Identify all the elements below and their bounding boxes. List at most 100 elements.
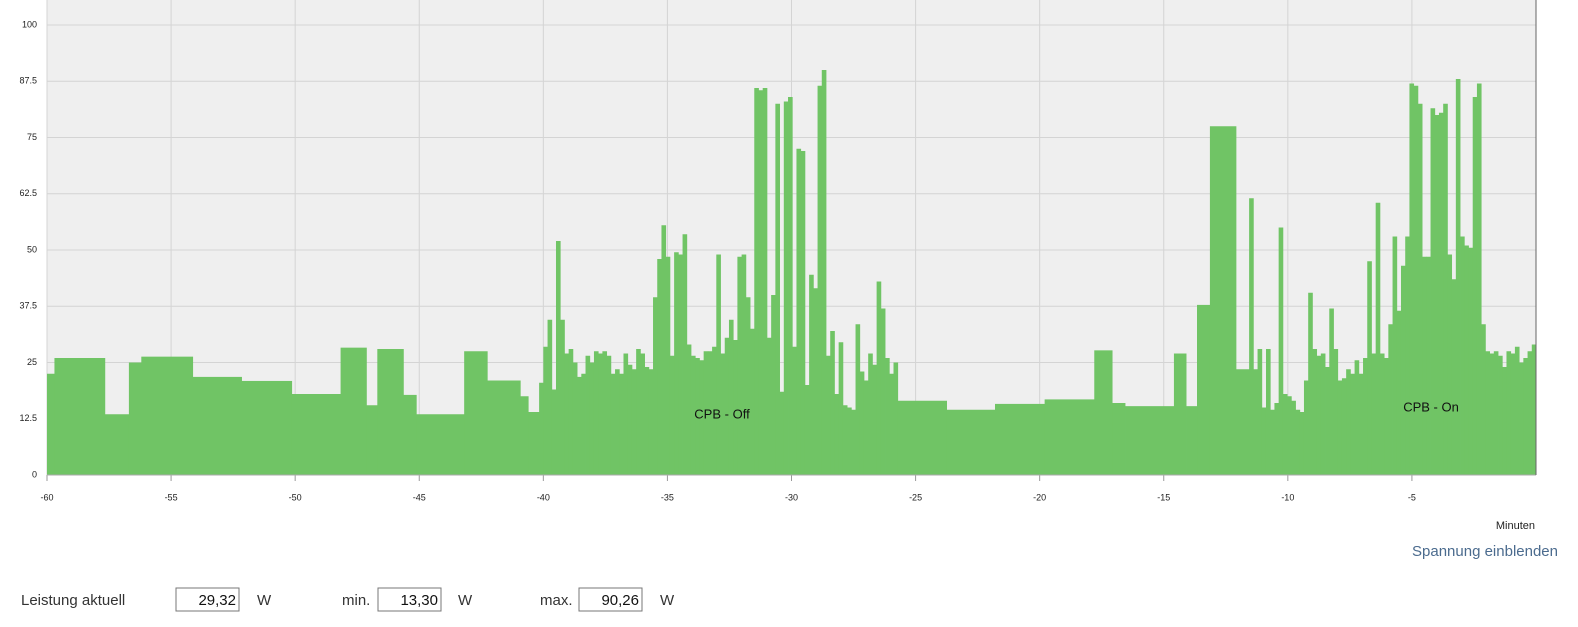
x-tick-label: -60	[40, 492, 53, 502]
bar	[602, 351, 608, 475]
x-tick-label: -45	[413, 492, 426, 502]
bar	[1371, 353, 1377, 475]
field-box	[578, 587, 643, 612]
y-tick-label: 87.5	[19, 76, 37, 86]
bar	[1375, 202, 1381, 475]
bar	[1519, 362, 1524, 475]
bar	[1274, 403, 1280, 475]
bar	[128, 362, 142, 475]
bar	[1430, 108, 1436, 475]
bar	[543, 346, 548, 475]
bar	[627, 364, 633, 475]
bar	[1329, 308, 1334, 475]
bar	[1125, 406, 1175, 475]
annotation: CPB - On	[1403, 399, 1459, 414]
bar	[1346, 369, 1351, 475]
bar	[1282, 394, 1288, 475]
bar	[291, 394, 341, 475]
bar	[1498, 355, 1503, 475]
bar	[1261, 407, 1267, 475]
bar	[674, 252, 679, 475]
bar	[1476, 83, 1482, 475]
bar	[809, 274, 814, 475]
bar	[804, 385, 810, 475]
bar	[745, 297, 751, 475]
bar	[555, 241, 561, 475]
bar	[690, 355, 696, 475]
y-tick-label: 75	[27, 132, 37, 142]
bar	[695, 358, 700, 475]
bar	[1291, 400, 1296, 475]
bar	[1312, 349, 1318, 475]
y-tick-label: 50	[27, 244, 37, 254]
bar	[1502, 367, 1507, 475]
bar	[859, 371, 865, 475]
bar	[1197, 304, 1211, 475]
bar	[366, 405, 378, 475]
bar	[657, 259, 662, 475]
bar	[1363, 358, 1368, 475]
bar	[487, 380, 521, 475]
bar	[593, 351, 599, 475]
bar	[551, 389, 557, 475]
bar	[728, 319, 734, 475]
bar	[568, 349, 574, 475]
bar	[606, 355, 612, 475]
bar	[104, 414, 130, 475]
bar	[1112, 403, 1126, 475]
bar	[1358, 373, 1364, 475]
bar	[1341, 378, 1347, 475]
bar	[1316, 355, 1322, 475]
bar	[1173, 353, 1187, 475]
bar	[1405, 236, 1410, 475]
bar	[1392, 236, 1398, 475]
field-label: max.	[540, 592, 573, 609]
bar	[1209, 126, 1237, 475]
bar	[838, 342, 844, 475]
bar	[1426, 256, 1431, 475]
bar	[842, 405, 848, 475]
bar	[1531, 344, 1537, 475]
field-value: 29,32	[198, 592, 236, 609]
bar	[581, 373, 586, 475]
x-tick-label: -10	[1281, 492, 1294, 502]
y-tick-label: 100	[22, 19, 37, 29]
bar	[994, 403, 1046, 475]
bar	[192, 376, 242, 475]
bar	[610, 373, 616, 475]
bar	[851, 409, 856, 475]
bar	[1468, 247, 1474, 475]
bar	[669, 355, 675, 475]
bar	[847, 407, 852, 475]
bar	[703, 351, 709, 475]
bar	[564, 353, 570, 475]
bar	[1396, 310, 1402, 475]
bar	[1438, 112, 1444, 475]
bar	[1472, 97, 1478, 475]
bar	[1485, 351, 1490, 475]
field-value: 90,26	[601, 592, 639, 609]
bar	[788, 97, 793, 475]
toggle-link[interactable]: Spannung einblenden	[1412, 543, 1558, 560]
y-tick-label: 37.5	[19, 301, 37, 311]
bar	[520, 396, 529, 475]
bar	[1044, 399, 1095, 475]
bar	[893, 362, 899, 475]
bar	[1409, 83, 1415, 475]
bar	[47, 373, 55, 475]
y-tick-label: 62.5	[19, 188, 37, 198]
field-label: Leistung aktuell	[21, 592, 125, 609]
bar	[868, 353, 873, 475]
x-tick-label: -25	[909, 492, 922, 502]
field-value: 13,30	[400, 592, 438, 609]
bar	[737, 256, 743, 475]
bar	[885, 358, 890, 475]
bar	[1257, 349, 1263, 475]
bar	[1455, 79, 1461, 475]
bar	[897, 400, 948, 475]
bar	[754, 88, 759, 475]
bar	[946, 409, 996, 475]
x-tick-label: -40	[537, 492, 550, 502]
x-tick-label: -20	[1033, 492, 1046, 502]
bar	[1337, 380, 1343, 475]
